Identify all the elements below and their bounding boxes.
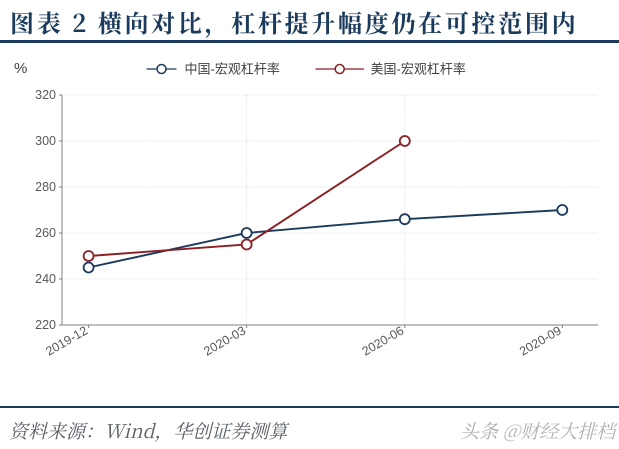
svg-text:2020-03: 2020-03: [201, 323, 248, 358]
svg-text:280: 280: [35, 180, 56, 194]
svg-text:2020-09: 2020-09: [517, 323, 564, 358]
svg-text:2020-06: 2020-06: [360, 323, 407, 358]
svg-text:220: 220: [35, 318, 56, 332]
svg-text:240: 240: [35, 272, 56, 286]
svg-text:美国-宏观杠杆率: 美国-宏观杠杆率: [371, 62, 466, 77]
svg-text:中国-宏观杠杆率: 中国-宏观杠杆率: [185, 62, 280, 77]
svg-text:300: 300: [35, 134, 56, 148]
svg-text:260: 260: [35, 226, 56, 240]
svg-text:320: 320: [35, 88, 56, 102]
